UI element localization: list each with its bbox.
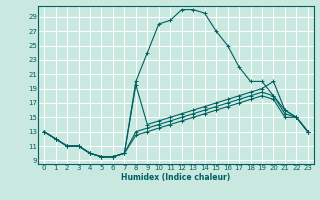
X-axis label: Humidex (Indice chaleur): Humidex (Indice chaleur)	[121, 173, 231, 182]
